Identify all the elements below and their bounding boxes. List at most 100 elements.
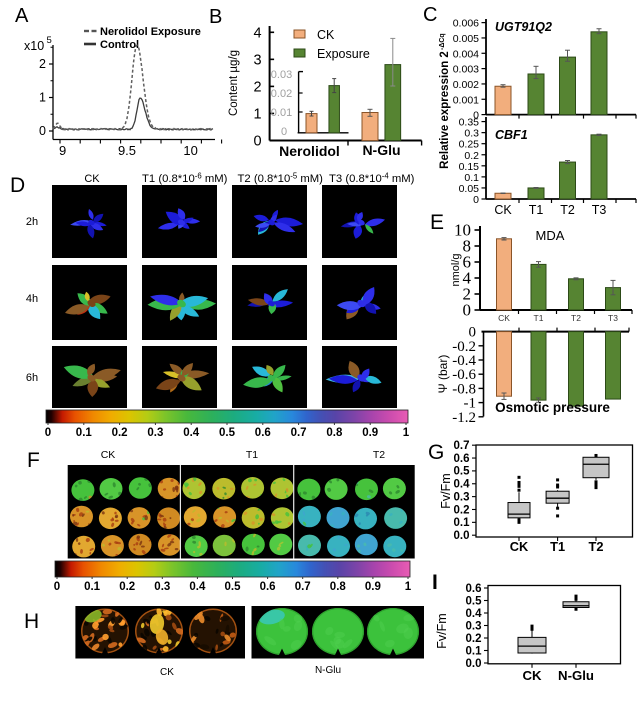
svg-text:0.4: 0.4 — [189, 581, 206, 593]
svg-text:0.2: 0.2 — [464, 150, 479, 162]
svg-text:T1: T1 — [529, 203, 544, 217]
svg-text:CK: CK — [101, 449, 116, 461]
svg-text:0.2: 0.2 — [466, 633, 482, 645]
svg-text:6h: 6h — [26, 372, 38, 384]
svg-text:Exposure: Exposure — [317, 47, 370, 61]
svg-text:0.005: 0.005 — [453, 33, 479, 45]
svg-text:I: I — [432, 571, 438, 594]
svg-text:UGT91Q2: UGT91Q2 — [495, 20, 552, 34]
svg-text:T1: T1 — [534, 313, 544, 323]
svg-text:T1: T1 — [246, 449, 258, 461]
svg-text:T3: T3 — [608, 313, 618, 323]
svg-text:F: F — [27, 449, 40, 472]
svg-text:Fv/Fm: Fv/Fm — [435, 613, 449, 648]
svg-text:0.0: 0.0 — [454, 530, 470, 542]
svg-text:0.1: 0.1 — [454, 517, 471, 529]
svg-text:Fv/Fm: Fv/Fm — [439, 473, 453, 508]
svg-text:Nerolidol: Nerolidol — [279, 143, 340, 159]
svg-text:-ΔCq: -ΔCq — [439, 33, 446, 50]
svg-text:0.006: 0.006 — [453, 18, 479, 30]
svg-text:0.3: 0.3 — [154, 581, 170, 593]
svg-text:2: 2 — [254, 79, 262, 95]
svg-text:0.35: 0.35 — [459, 117, 480, 129]
svg-text:0.4: 0.4 — [454, 479, 471, 491]
svg-text:T2: T2 — [571, 313, 581, 323]
svg-text:T2: T2 — [589, 539, 604, 554]
svg-text:T3: T3 — [592, 203, 607, 217]
svg-text:0.03: 0.03 — [271, 69, 292, 81]
svg-text:6: 6 — [463, 253, 472, 272]
svg-text:0.3: 0.3 — [464, 128, 479, 140]
svg-text:D: D — [10, 174, 25, 197]
svg-text:0.003: 0.003 — [453, 64, 479, 76]
svg-text:MDA: MDA — [536, 228, 565, 243]
svg-text:CK: CK — [84, 173, 100, 185]
svg-text:E: E — [430, 211, 444, 234]
svg-text:0.3: 0.3 — [454, 491, 470, 503]
svg-text:C: C — [423, 4, 437, 26]
svg-text:10: 10 — [183, 143, 197, 158]
svg-text:0.01: 0.01 — [271, 107, 292, 119]
svg-text:G: G — [428, 441, 444, 464]
svg-text:0.6: 0.6 — [454, 453, 470, 465]
svg-text:0.6: 0.6 — [466, 583, 482, 595]
svg-text:B: B — [209, 6, 222, 28]
svg-text:-1.2: -1.2 — [452, 410, 476, 426]
svg-text:Relative expression 2: Relative expression 2 — [439, 51, 451, 169]
svg-text:CK: CK — [522, 668, 542, 683]
svg-text:2h: 2h — [26, 216, 38, 228]
svg-text:9: 9 — [59, 143, 66, 158]
svg-text:0.15: 0.15 — [459, 161, 480, 173]
svg-text:0.9: 0.9 — [362, 427, 378, 439]
svg-text:0.02: 0.02 — [271, 88, 292, 100]
svg-text:0.5: 0.5 — [466, 595, 483, 607]
svg-text:0.2: 0.2 — [112, 427, 128, 439]
svg-text:0.6: 0.6 — [255, 427, 271, 439]
svg-text:0.7: 0.7 — [295, 581, 311, 593]
svg-text:10: 10 — [454, 221, 471, 240]
svg-text:T2: T2 — [373, 449, 385, 461]
svg-text:0: 0 — [254, 134, 262, 150]
svg-text:0.5: 0.5 — [219, 427, 236, 439]
svg-text:CK: CK — [510, 539, 529, 554]
svg-text:0.1: 0.1 — [466, 645, 483, 657]
svg-text:3: 3 — [254, 52, 262, 68]
svg-text:0.1: 0.1 — [76, 427, 93, 439]
svg-text:0.5: 0.5 — [225, 581, 242, 593]
svg-text:0: 0 — [281, 126, 287, 138]
svg-text:0.7: 0.7 — [454, 440, 470, 452]
svg-text:0: 0 — [473, 194, 479, 206]
svg-text:2: 2 — [39, 57, 46, 71]
svg-text:0.05: 0.05 — [459, 183, 480, 195]
svg-text:0.2: 0.2 — [454, 504, 470, 516]
svg-text:0.004: 0.004 — [453, 48, 479, 60]
svg-text:Ψ (bar): Ψ (bar) — [436, 355, 450, 394]
svg-text:0: 0 — [45, 427, 51, 439]
svg-text:4: 4 — [463, 269, 472, 288]
svg-text:T3 (0.8*10-4 mM): T3 (0.8*10-4 mM) — [329, 172, 415, 186]
svg-text:T2: T2 — [560, 203, 575, 217]
svg-text:4h: 4h — [26, 293, 38, 305]
svg-text:1: 1 — [39, 91, 46, 105]
svg-text:N-Glu: N-Glu — [362, 142, 400, 158]
svg-text:CK: CK — [317, 28, 335, 42]
svg-text:5: 5 — [47, 35, 52, 46]
svg-text:T2 (0.8*10-5 mM): T2 (0.8*10-5 mM) — [238, 172, 324, 186]
svg-text:CK: CK — [498, 313, 510, 323]
svg-text:0.0: 0.0 — [466, 658, 482, 670]
svg-text:Control: Control — [100, 39, 139, 51]
svg-text:1: 1 — [403, 427, 410, 439]
svg-text:0.7: 0.7 — [291, 427, 307, 439]
svg-text:-1: -1 — [464, 396, 477, 412]
svg-text:0.4: 0.4 — [183, 427, 200, 439]
svg-text:8: 8 — [463, 237, 472, 256]
svg-text:0.3: 0.3 — [147, 427, 163, 439]
svg-text:1: 1 — [254, 106, 262, 122]
svg-text:0.002: 0.002 — [453, 79, 479, 91]
svg-text:0.6: 0.6 — [260, 581, 276, 593]
svg-text:A: A — [15, 5, 29, 27]
svg-text:0.5: 0.5 — [454, 466, 471, 478]
svg-text:0.8: 0.8 — [326, 427, 343, 439]
svg-text:0: 0 — [469, 325, 477, 341]
svg-text:-0.6: -0.6 — [452, 367, 476, 383]
